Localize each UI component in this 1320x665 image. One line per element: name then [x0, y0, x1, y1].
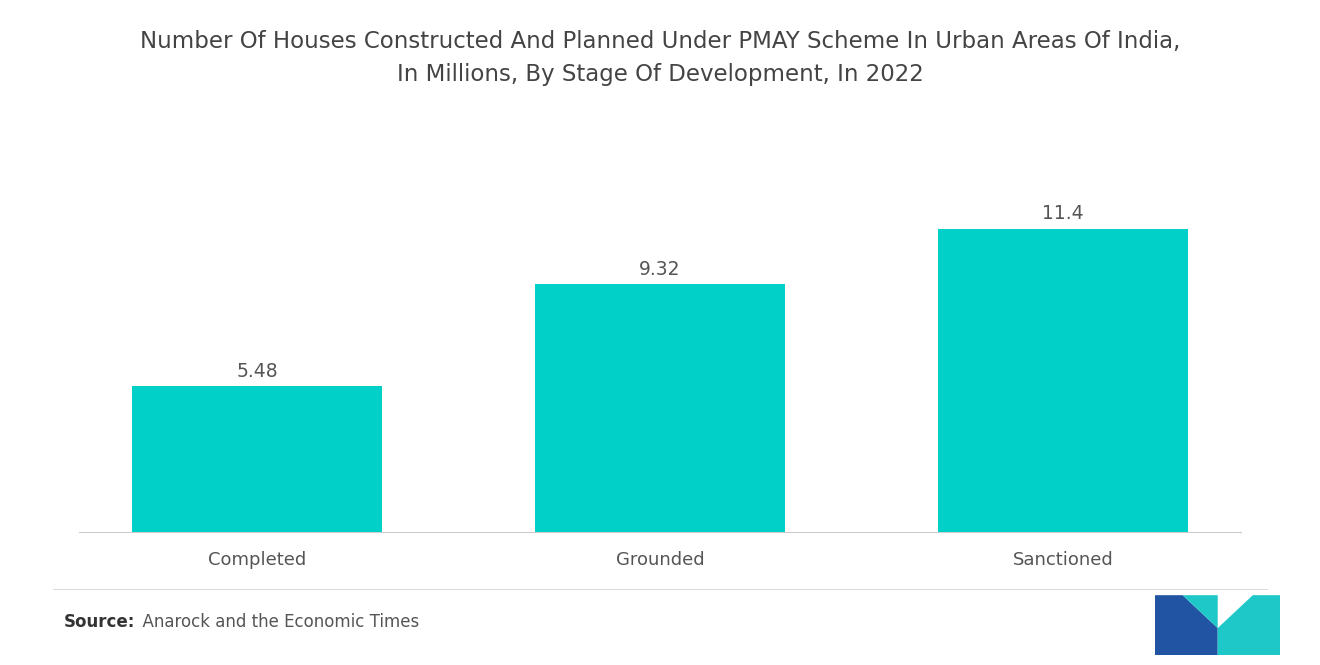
Bar [132, 386, 381, 532]
Polygon shape [1183, 595, 1217, 628]
Text: Number Of Houses Constructed And Planned Under PMAY Scheme In Urban Areas Of Ind: Number Of Houses Constructed And Planned… [140, 30, 1180, 86]
Text: 9.32: 9.32 [639, 260, 681, 279]
Bar [939, 229, 1188, 532]
Text: Source:: Source: [63, 612, 135, 631]
Text: 11.4: 11.4 [1043, 204, 1084, 223]
Bar [535, 284, 785, 532]
Text: 5.48: 5.48 [236, 362, 277, 381]
Text: Anarock and the Economic Times: Anarock and the Economic Times [132, 612, 420, 631]
Polygon shape [1217, 595, 1280, 655]
Polygon shape [1155, 595, 1217, 655]
